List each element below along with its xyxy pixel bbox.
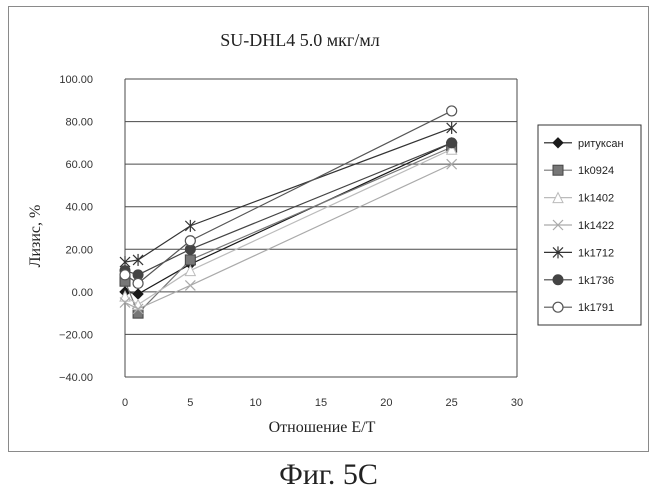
legend-label: ритуксан: [578, 138, 624, 150]
legend-marker: [553, 165, 563, 175]
y-tick-label: 0.00: [72, 287, 93, 299]
legend-label: 1k1402: [578, 193, 614, 205]
chart-title: SU-DHL4 5.0 мкг/мл: [220, 30, 379, 50]
x-tick-label: 5: [187, 397, 193, 409]
plot-area: [125, 79, 517, 377]
legend: ритуксан 1k0924 1k1402 1k1422 1k1712 1k1736 1k…: [538, 125, 641, 325]
x-tick-label: 25: [446, 397, 458, 409]
y-tick-label: 80.00: [65, 117, 93, 129]
y-tick-label: 20.00: [65, 244, 93, 256]
y-tick-labels: −40.00 −20.00 0.00 20.00 40.00 60.00 80.00 100.…: [59, 74, 93, 384]
data-point: [185, 255, 195, 265]
legend-marker: [553, 302, 563, 312]
figure-caption: Фиг. 5С: [0, 458, 657, 492]
data-point: [447, 138, 457, 148]
y-tick-label: 40.00: [65, 202, 93, 214]
data-point: [133, 278, 143, 288]
x-tick-label: 30: [511, 397, 523, 409]
y-tick-label: −40.00: [59, 372, 93, 384]
y-tick-label: 100.00: [59, 74, 93, 86]
plot-background: [125, 79, 517, 377]
x-tick-labels: 0 5 10 15 20 25 30: [122, 397, 523, 409]
x-tick-label: 20: [380, 397, 392, 409]
x-tick-label: 10: [250, 397, 262, 409]
y-axis-title: Лизис, %: [27, 205, 44, 268]
legend-item: 1k0924: [544, 165, 614, 177]
chart: SU-DHL4 5.0 мкг/мл −40.00 −20.00 0.00 20.00…: [0, 0, 657, 460]
data-point: [185, 236, 195, 246]
legend-label: 1k1736: [578, 275, 614, 287]
data-point: [120, 270, 130, 280]
legend-marker: [553, 275, 563, 285]
x-axis-title: Отношение E/T: [269, 419, 376, 436]
y-tick-label: 60.00: [65, 159, 93, 171]
legend-label: 1k0924: [578, 165, 614, 177]
legend-label: 1k1712: [578, 247, 614, 259]
y-tick-label: −20.00: [59, 329, 93, 341]
legend-label: 1k1422: [578, 220, 614, 232]
x-tick-label: 0: [122, 397, 128, 409]
legend-label: 1k1791: [578, 302, 614, 314]
data-point: [447, 106, 457, 116]
x-tick-label: 15: [315, 397, 327, 409]
